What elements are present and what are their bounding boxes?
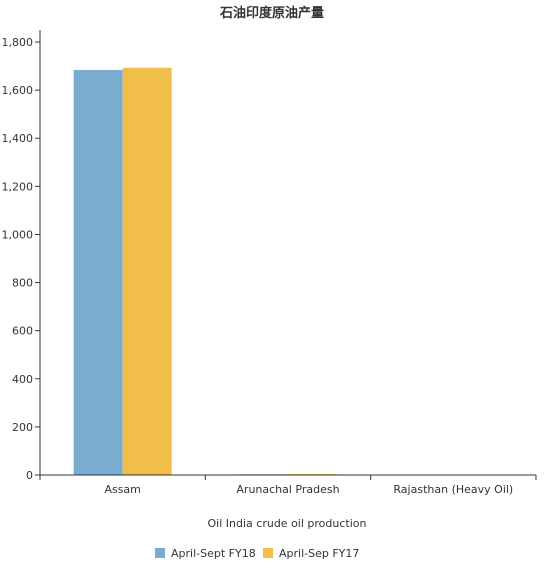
legend-label-series-1: April-Sept FY18 — [171, 547, 256, 560]
x-category-label: Assam — [104, 483, 140, 496]
y-tick-label: 1,000 — [2, 228, 34, 241]
legend-label-series-2: April-Sep FY17 — [279, 547, 359, 560]
y-tick-label: 1,400 — [2, 132, 34, 145]
bar-assam-series-2 — [122, 67, 172, 475]
x-category-label: Rajasthan (Heavy Oil) — [393, 483, 513, 496]
y-tick-label: 600 — [12, 325, 33, 338]
y-tick-label: 0 — [26, 469, 33, 482]
bar-assam-series-1 — [73, 69, 123, 475]
bars — [73, 67, 503, 475]
chart-title: 石油印度原油产量 — [219, 5, 324, 21]
y-tick-label: 1,800 — [2, 36, 34, 49]
y-tick-label: 800 — [12, 277, 33, 290]
x-category-label: Arunachal Pradesh — [236, 483, 339, 496]
x-axis: Assam Arunachal Pradesh Rajasthan (Heavy O… — [39, 474, 537, 496]
x-axis-title: Oil India crude oil production — [208, 517, 367, 530]
legend-swatch-series-1 — [155, 548, 165, 558]
y-tick-label: 1,200 — [2, 180, 34, 193]
y-tick-label: 200 — [12, 421, 33, 434]
legend-swatch-series-2 — [263, 548, 273, 558]
y-axis: 0 200 400 600 800 1,000 1,200 1,400 1,600 1,800 — [2, 30, 41, 482]
y-tick-label: 400 — [12, 373, 33, 386]
legend: April-Sept FY18 April-Sep FY17 — [155, 547, 359, 560]
y-tick-label: 1,600 — [2, 84, 34, 97]
